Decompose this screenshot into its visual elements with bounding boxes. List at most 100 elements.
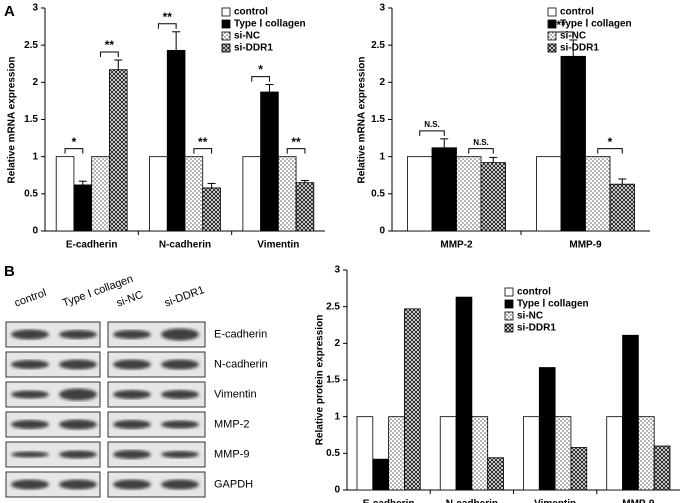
significance-bracket <box>157 23 177 29</box>
legend-swatch <box>221 43 231 53</box>
x-tick-label: E-cadherin <box>363 499 415 503</box>
bar <box>73 184 93 232</box>
blot-column-label: si-DDR1 <box>163 284 206 309</box>
bar <box>609 183 635 232</box>
significance-label: N.S. <box>424 120 440 129</box>
legend-swatch <box>504 287 514 297</box>
legend-label: Type Ⅰ collagen <box>517 299 589 310</box>
blot-band <box>11 329 49 340</box>
significance-label: N.S. <box>473 138 489 147</box>
bar <box>149 156 168 232</box>
error-bar <box>300 179 309 183</box>
bar <box>480 162 506 232</box>
error-bar <box>440 138 449 148</box>
y-tick-label: 0.5 <box>371 188 385 199</box>
y-axis-label: Relative mRNA expression <box>357 57 368 184</box>
bar <box>637 416 655 491</box>
bar <box>295 182 315 232</box>
y-tick-label: 2 <box>379 77 385 88</box>
bar <box>622 334 639 491</box>
y-tick-label: 1.5 <box>326 375 340 386</box>
bar <box>554 416 572 491</box>
panel-label: A <box>4 3 15 20</box>
error-bar <box>489 156 498 163</box>
significance-bracket <box>251 76 270 82</box>
blot-band <box>113 450 151 459</box>
blot-row-label: MMP-2 <box>214 418 249 430</box>
x-tick-label: Vimentin <box>257 240 299 251</box>
bar <box>91 156 110 232</box>
legend-swatch <box>547 43 557 53</box>
significance-bracket <box>468 148 494 154</box>
blot-row-label: N-cadherin <box>214 358 268 370</box>
bar <box>404 308 421 491</box>
x-tick-label: MMP-9 <box>569 240 602 251</box>
legend-swatch <box>547 19 557 29</box>
y-tick-label: 2 <box>334 338 340 349</box>
bar <box>372 458 390 491</box>
bar <box>55 156 75 232</box>
y-tick-label: 0.5 <box>24 188 38 199</box>
significance-bracket <box>193 148 213 154</box>
error-bar <box>114 59 123 70</box>
legend-label: control <box>560 7 594 18</box>
blot-band <box>11 420 49 429</box>
significance-bracket <box>419 130 445 136</box>
legend-label: Type Ⅰ collagen <box>560 19 632 30</box>
blot-band <box>113 359 151 370</box>
legend-swatch <box>504 311 514 321</box>
bar <box>277 156 297 232</box>
significance-label: * <box>72 135 77 149</box>
y-axis-label: Relative protein expression <box>315 315 326 446</box>
significance-label: * <box>258 63 263 77</box>
blot-band <box>161 479 199 490</box>
legend-label: si-DDR1 <box>234 43 273 54</box>
legend-label: si-NC <box>560 31 586 42</box>
blot-band <box>113 479 151 490</box>
y-tick-label: 0 <box>32 226 38 237</box>
blot-row-label: Vimentin <box>214 388 257 400</box>
y-tick-label: 0.5 <box>326 448 340 459</box>
bar <box>471 416 489 491</box>
significance-bracket <box>286 148 306 154</box>
legend-label: Type Ⅰ collagen <box>234 19 306 30</box>
blot-band <box>161 390 199 399</box>
blot-band <box>59 388 97 401</box>
significance-bracket <box>100 51 119 58</box>
significance-bracket <box>597 148 623 154</box>
x-tick-label: N-cadherin <box>159 240 211 251</box>
legend-swatch <box>221 31 231 41</box>
blot-band <box>161 359 199 370</box>
blot-column-label: control <box>13 287 48 310</box>
blot-row-label: MMP-9 <box>214 448 249 460</box>
y-tick-label: 1 <box>32 151 38 162</box>
legend-swatch <box>547 31 557 41</box>
legend-swatch <box>221 19 231 29</box>
bar <box>585 156 611 232</box>
error-bar <box>172 31 181 51</box>
blot-band <box>59 330 97 339</box>
blot-band <box>59 359 97 370</box>
significance-label: ** <box>556 18 566 32</box>
bar <box>242 156 262 232</box>
blot-row-label: E-cadherin <box>214 328 267 340</box>
legend-label: si-DDR1 <box>517 323 556 334</box>
bar <box>356 416 374 491</box>
bar <box>606 416 623 491</box>
error-bar <box>207 182 216 188</box>
bar <box>653 445 671 491</box>
bar <box>439 416 457 491</box>
blot-band <box>113 390 151 399</box>
legend-swatch <box>504 323 514 333</box>
legend-label: si-NC <box>234 31 260 42</box>
legend-swatch <box>221 7 231 17</box>
blot-band <box>59 479 97 490</box>
significance-label: ** <box>105 38 115 52</box>
bar <box>109 69 128 232</box>
legend-label: si-NC <box>517 311 543 322</box>
y-tick-label: 3 <box>379 3 385 14</box>
error-bar <box>569 39 578 57</box>
bar <box>202 187 221 232</box>
y-tick-label: 2 <box>32 77 38 88</box>
